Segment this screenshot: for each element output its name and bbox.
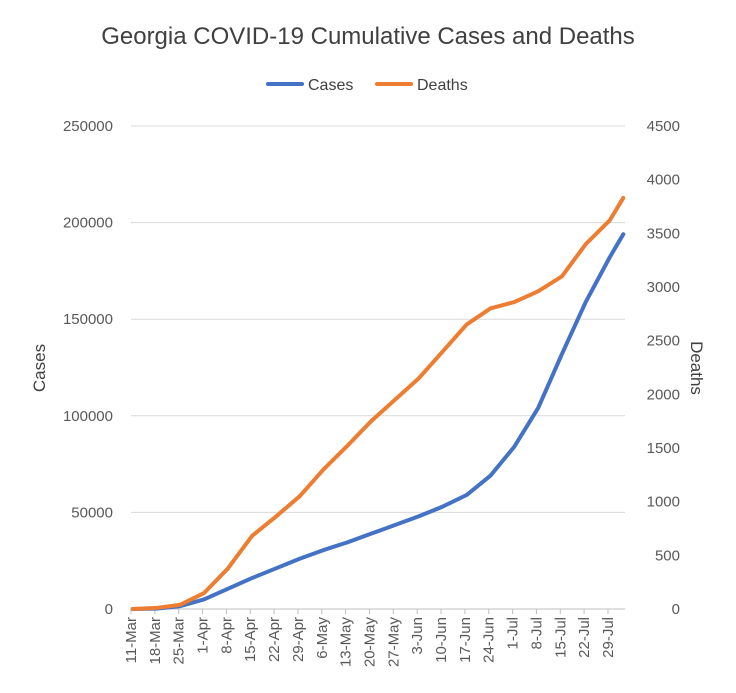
- y-right-axis-title: Deaths: [687, 341, 706, 395]
- x-tick-label: 27-May: [385, 617, 402, 668]
- x-tick-label: 1-Apr: [195, 617, 212, 654]
- series-line-cases: [130, 232, 626, 611]
- x-tick-label: 3-Jun: [409, 617, 426, 655]
- y-left-tick-label: 250000: [63, 118, 113, 135]
- y-left-tick-labels: 0 50000 100000 150000 200000 250000: [63, 118, 113, 618]
- x-tick-label: 20-May: [361, 617, 378, 668]
- x-tick-label: 18-Mar: [147, 617, 164, 665]
- y-right-tick-label: 500: [655, 547, 680, 564]
- y-right-tick-label: 1500: [647, 440, 680, 457]
- x-tick-label: 22-Apr: [266, 617, 283, 662]
- y-right-tick-label: 2000: [647, 386, 680, 403]
- y-left-axis-title: Cases: [30, 344, 49, 392]
- series-line-deaths: [130, 195, 626, 611]
- chart-title: Georgia COVID-19 Cumulative Cases and De…: [101, 23, 635, 50]
- x-tick-label: 8-Jul: [528, 617, 545, 650]
- x-tick-label: 17-Jun: [457, 617, 474, 663]
- x-tick-label: 15-Apr: [242, 617, 259, 662]
- x-tick-label: 8-Apr: [218, 617, 235, 654]
- gridlines: [131, 125, 625, 513]
- x-tick-label: 1-Jul: [505, 617, 522, 650]
- y-left-tick-label: 50000: [71, 504, 113, 521]
- y-right-tick-label: 4500: [647, 118, 680, 135]
- y-left-tick-label: 150000: [63, 311, 113, 328]
- x-tick-labels: 11-Mar 18-Mar 25-Mar 1-Apr 8-Apr 15-Apr 22-Apr…: [123, 609, 617, 667]
- x-tick-label: 22-Jul: [576, 617, 593, 658]
- x-tick-label: 24-Jun: [481, 617, 498, 663]
- y-right-tick-label: 1000: [647, 494, 680, 511]
- x-tick-label: 10-Jun: [433, 617, 450, 663]
- y-left-tick-label: 100000: [63, 408, 113, 425]
- x-tick-label: 29-Apr: [290, 617, 307, 662]
- y-right-tick-label: 4000: [647, 172, 680, 189]
- y-right-tick-label: 2500: [647, 333, 680, 350]
- x-tick-label: 6-May: [314, 617, 331, 659]
- y-right-tick-label: 3000: [647, 279, 680, 296]
- x-tick-label: 15-Jul: [552, 617, 569, 658]
- x-tick-label: 11-Mar: [123, 617, 140, 663]
- y-right-tick-label: 3500: [647, 225, 680, 242]
- y-right-tick-labels: 0 500 1000 1500 2000 2500 3000 3500 4000 4500: [647, 118, 680, 618]
- y-left-tick-label: 0: [105, 601, 113, 618]
- y-right-tick-label: 0: [672, 601, 680, 618]
- legend-label-cases: Cases: [308, 77, 353, 94]
- y-left-tick-label: 200000: [63, 215, 113, 232]
- legend: Cases Deaths: [266, 77, 468, 94]
- x-tick-label: 13-May: [338, 617, 355, 668]
- legend-label-deaths: Deaths: [417, 77, 468, 94]
- series-layer: [130, 195, 626, 611]
- x-tick-label: 29-Jul: [600, 617, 617, 658]
- x-tick-label: 25-Mar: [171, 617, 188, 665]
